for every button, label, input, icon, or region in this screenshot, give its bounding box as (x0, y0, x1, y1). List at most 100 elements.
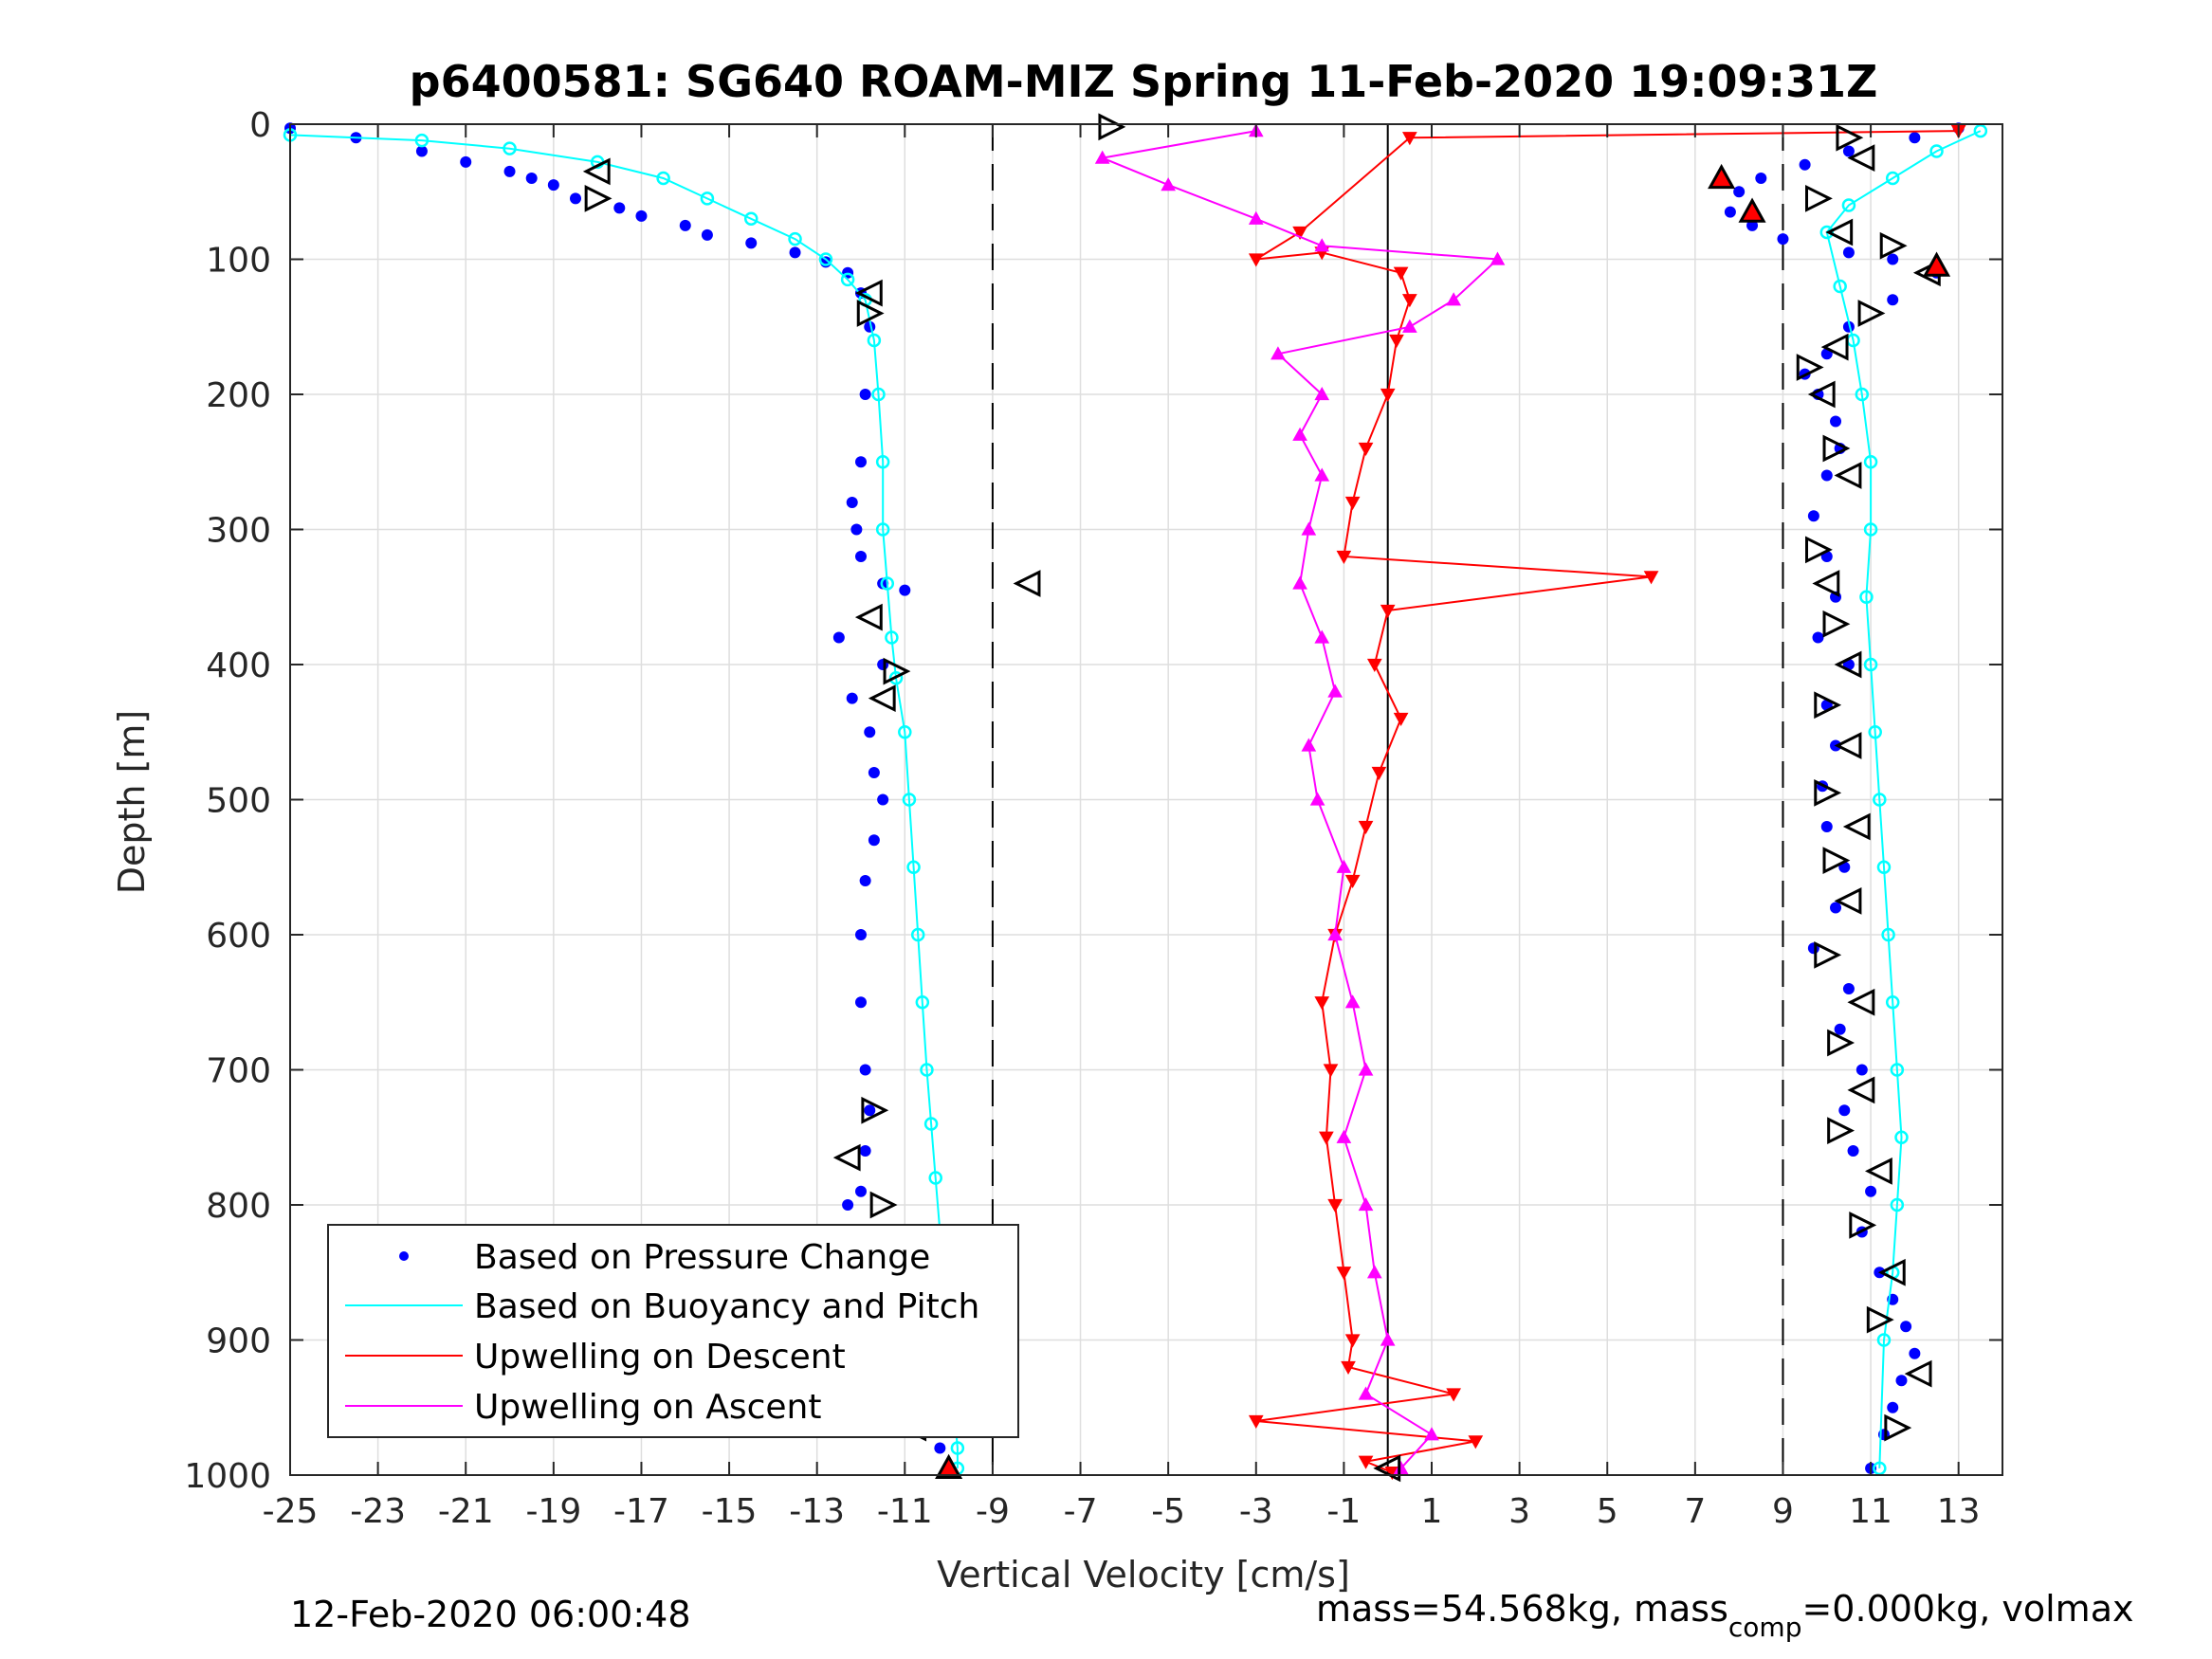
data-point (570, 192, 581, 205)
data-point (871, 387, 886, 402)
data-point (920, 1063, 934, 1077)
data-point (1314, 238, 1330, 252)
data-point (1881, 927, 1895, 942)
data-point (1820, 469, 1833, 482)
x-tick-label: -5 (1151, 1492, 1185, 1531)
data-point (1890, 1063, 1905, 1077)
x-tick-label: -23 (350, 1492, 406, 1531)
data-point (1885, 171, 1900, 186)
x-tick-label: -11 (877, 1492, 933, 1531)
data-point (867, 333, 882, 348)
flag-marker-open-triangle (1847, 988, 1875, 1016)
y-tick-label: 700 (206, 1052, 271, 1091)
data-point (1314, 629, 1330, 644)
data-point (875, 455, 890, 469)
data-point (832, 631, 845, 644)
legend-entry-descent: Upwelling on Descent (345, 1338, 846, 1376)
data-point (868, 834, 880, 847)
data-point (1894, 1130, 1909, 1144)
data-point (1344, 1334, 1361, 1348)
data-point (679, 219, 691, 231)
series-triangle-up (1094, 123, 1506, 1474)
x-tick-label: 7 (1684, 1492, 1706, 1531)
data-point (1887, 1401, 1899, 1413)
data-point (1842, 246, 1855, 259)
y-axis-ticks: 0 100 200 300 400 500 600 700 800 900 1000 (184, 106, 2002, 1496)
data-point (1314, 386, 1330, 401)
data-point (700, 191, 715, 206)
series-triangle-down (1248, 125, 1966, 1481)
y-tick-label: 200 (206, 376, 271, 415)
data-point (1292, 575, 1307, 590)
data-point (1859, 590, 1874, 604)
flag-marker-open-triangle (1796, 354, 1824, 381)
data-point (934, 1442, 946, 1454)
data-point (1724, 206, 1736, 218)
data-point (1401, 294, 1417, 308)
flag-marker-open-triangle (1805, 536, 1833, 564)
data-point (910, 927, 925, 942)
flag-marker-open-triangle (1847, 144, 1875, 173)
data-point (1380, 604, 1396, 619)
data-point (855, 929, 867, 940)
data-point (1830, 902, 1842, 914)
data-point (1847, 1145, 1859, 1157)
x-tick-label: -1 (1326, 1492, 1361, 1531)
data-point (906, 860, 921, 874)
data-point (1358, 1062, 1374, 1076)
data-point (1344, 874, 1361, 889)
data-point (1314, 996, 1330, 1011)
data-point (1319, 1131, 1334, 1145)
data-point (503, 141, 517, 155)
data-point (855, 456, 867, 468)
data-point (1838, 1104, 1851, 1117)
data-point (875, 522, 890, 537)
data-point (1366, 658, 1382, 673)
data-point (1341, 1360, 1356, 1376)
flag-marker-open-triangle (854, 279, 883, 307)
data-point (1863, 455, 1878, 469)
data-point (1777, 233, 1789, 246)
flag-markers (582, 113, 1951, 1483)
data-point (1468, 1435, 1484, 1449)
y-tick-label: 400 (206, 647, 271, 685)
data-point (415, 145, 428, 157)
x-tick-label: 3 (1508, 1492, 1530, 1531)
flag-marker-open-triangle (1814, 940, 1842, 969)
legend-entry-pressure: Based on Pressure Change (399, 1238, 930, 1277)
data-point (898, 725, 912, 739)
data-point (1358, 820, 1374, 835)
flag-marker-open-triangle (856, 300, 885, 327)
flag-marker-open-triangle (1373, 1454, 1401, 1483)
data-point (1248, 253, 1264, 267)
data-point (1865, 1185, 1877, 1197)
flag-marker-open-triangle (582, 157, 611, 186)
data-point (789, 246, 801, 259)
flag-marker-open-triangle (1825, 218, 1854, 246)
data-point (788, 231, 802, 246)
legend-box (327, 1224, 1019, 1438)
data-point (1863, 657, 1878, 672)
data-point (1371, 766, 1387, 781)
data-point (1393, 712, 1409, 727)
x-tick-label: 5 (1597, 1492, 1618, 1531)
data-point (1746, 219, 1759, 231)
data-point (656, 171, 670, 186)
data-point (1323, 1064, 1339, 1078)
data-point (1807, 510, 1819, 522)
x-axis-ticks: -25 -23 -21 -19 -17 -15 -13 -11 -9 -7 -5 -3 -1 1 3 5 7 9 1… (263, 124, 1981, 1531)
data-point (1799, 158, 1811, 171)
data-point (1327, 684, 1343, 698)
data-point (1900, 1321, 1912, 1333)
x-tick-label: -9 (976, 1492, 1010, 1531)
series-circle-line (1819, 123, 1988, 1476)
flag-marker-open-triangle (1879, 231, 1908, 260)
data-point (877, 577, 889, 590)
data-point (1876, 860, 1892, 874)
data-point (859, 1145, 871, 1157)
flag-marker-open-triangle (861, 1096, 889, 1124)
x-tick-label: -15 (702, 1492, 758, 1531)
data-point (1393, 266, 1409, 281)
data-point (1830, 415, 1842, 428)
